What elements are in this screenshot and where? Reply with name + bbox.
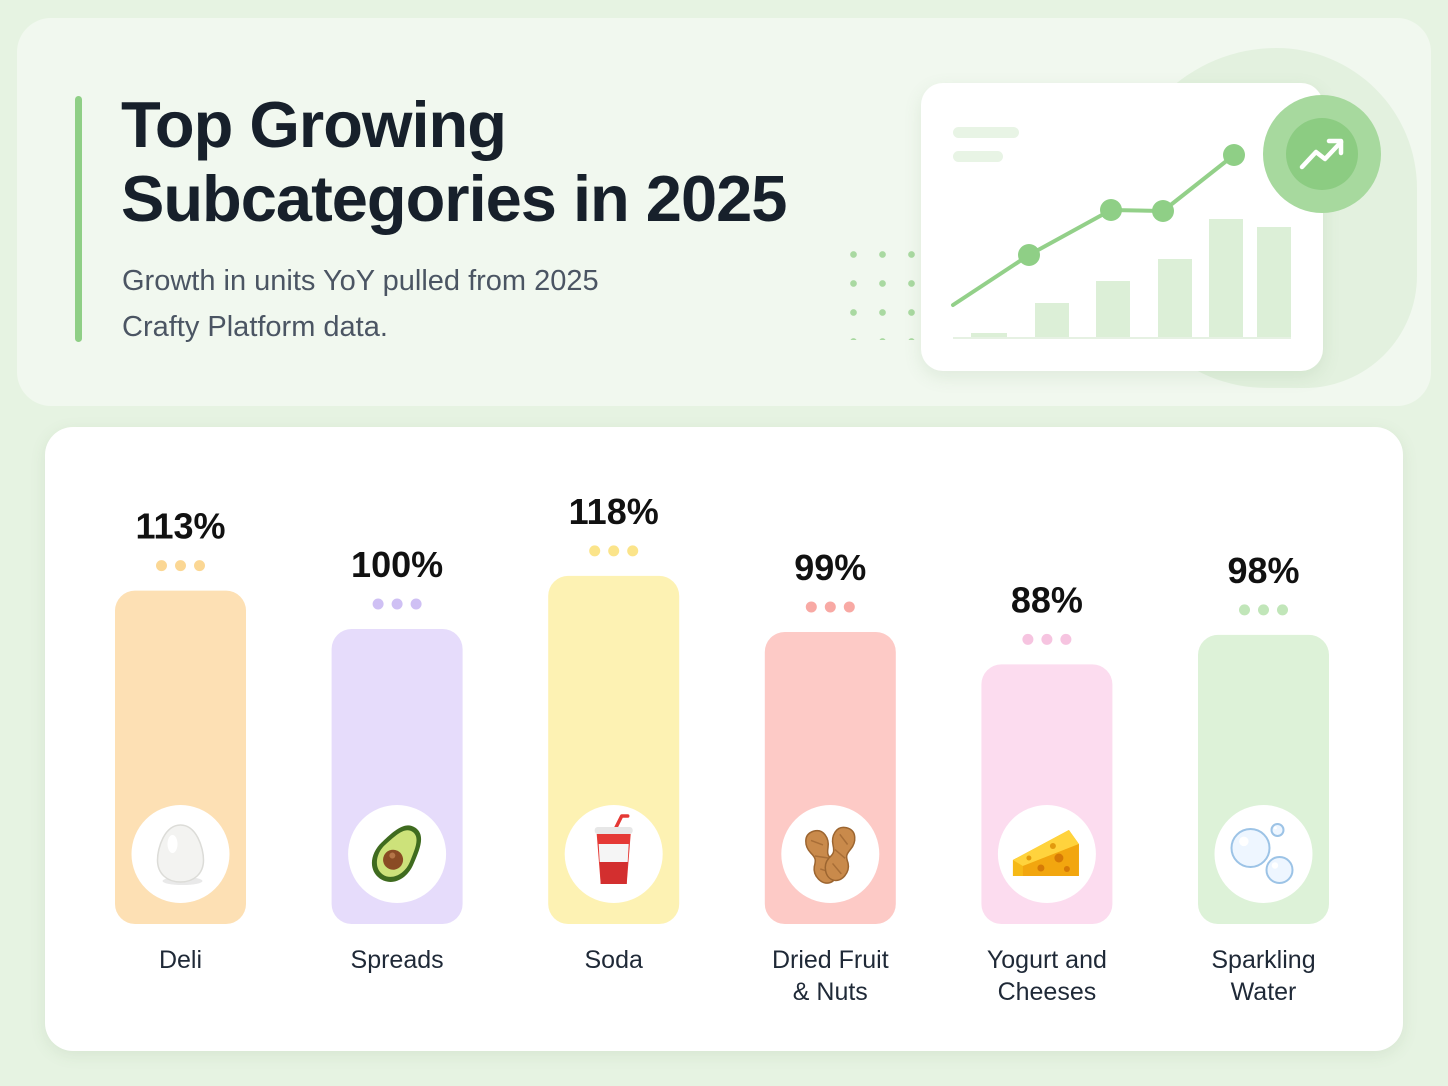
bar-dot [410, 598, 422, 610]
bar-dot [175, 560, 186, 572]
peanut-icon [805, 826, 856, 884]
value-label: 118% [569, 491, 659, 532]
value-label: 99% [794, 547, 866, 588]
category-label: & Nuts [793, 978, 868, 1006]
subtitle-line-2: Crafty Platform data. [122, 311, 388, 343]
bar-dot [372, 598, 384, 610]
bar-dot [391, 598, 403, 610]
trend-up-badge [1263, 95, 1381, 213]
header-card: Top Growing Subcategories in 2025 Growth … [17, 18, 1431, 406]
bar-dot [1258, 604, 1269, 616]
egg-icon [156, 824, 205, 885]
bar-group-4: 88% Yogurt and Cheeses [981, 579, 1113, 1006]
value-label: 98% [1227, 550, 1299, 591]
bar-dot [194, 560, 205, 572]
illustration-chart-card [921, 83, 1323, 371]
bar-dot [156, 560, 167, 572]
value-label: 88% [1011, 579, 1083, 620]
category-label: Sparkling [1211, 946, 1315, 974]
accent-bar [75, 96, 82, 342]
category-label: Deli [159, 946, 202, 974]
value-label: 100% [351, 544, 443, 585]
bar-chart: 113% Deli 100% Spreads 118% Soda 99% Dried Frui… [115, 491, 1329, 1006]
bar-group-3: 99% Dried Fruit & Nuts [764, 547, 896, 1006]
page-title: Top Growing Subcategories in 2025 [121, 88, 787, 236]
bar-dot [1060, 633, 1072, 645]
icon-badge [564, 805, 663, 903]
icon-badge [131, 805, 230, 903]
bubbles-icon [1230, 823, 1294, 884]
avocado-icon [372, 825, 422, 882]
bar-dot [1041, 633, 1053, 645]
icon-badge [997, 805, 1096, 903]
bar-dot [1277, 604, 1288, 616]
bar-group-2: 118% Soda [548, 491, 680, 974]
bar-dot [824, 601, 836, 613]
soda-cup-icon [594, 814, 633, 884]
bar-dot [1239, 604, 1250, 616]
page-subtitle: Growth in units YoY pulled from 2025 Craf… [122, 258, 682, 350]
category-label: Soda [585, 946, 643, 974]
cheese-icon [1012, 830, 1079, 876]
category-label: Cheeses [998, 978, 1097, 1006]
decorative-dot-grid [839, 240, 919, 340]
category-label: Water [1231, 978, 1297, 1006]
value-label: 113% [135, 506, 225, 547]
bar-group-1: 100% Spreads [331, 544, 463, 974]
chart-card: 113% Deli 100% Spreads 118% Soda 99% Dried Frui… [45, 427, 1403, 1051]
icon-badge [1214, 805, 1313, 903]
bar-group-5: 98% Sparkling Water [1198, 550, 1329, 1006]
bar-dot [843, 601, 855, 613]
trend-up-icon [1299, 138, 1344, 170]
category-label: Spreads [351, 946, 444, 974]
title-line-1: Top Growing [121, 88, 507, 161]
illustration-chart-icon [951, 127, 1291, 339]
subtitle-line-1: Growth in units YoY pulled from 2025 [122, 265, 599, 297]
bar-group-0: 113% Deli [115, 506, 246, 974]
category-label: Dried Fruit [772, 946, 889, 974]
icon-badge [348, 805, 447, 903]
icon-badge [781, 805, 880, 903]
bar-dot [1022, 633, 1034, 645]
title-line-2: Subcategories in 2025 [121, 162, 787, 235]
bar-dot [627, 545, 639, 557]
bar-dot [805, 601, 817, 613]
category-label: Yogurt and [987, 946, 1107, 974]
bar-dot [589, 545, 601, 557]
bar-dot [608, 545, 620, 557]
